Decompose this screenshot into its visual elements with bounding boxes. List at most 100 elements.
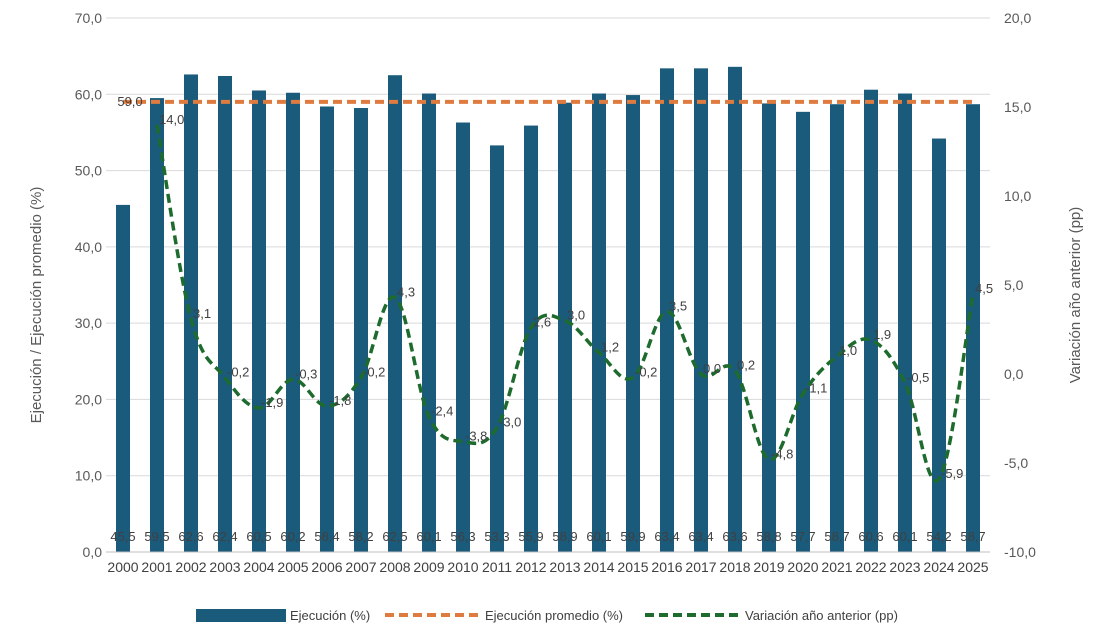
right-axis: -10,0 -5,0 0,0 5,0 10,0 15,0 20,0 xyxy=(1004,10,1036,560)
x-tick-label: 2019 xyxy=(753,559,784,575)
variation-point-label: -2,4 xyxy=(431,404,453,419)
average-line-label: 59,0 xyxy=(117,94,142,109)
bar-value-label: 60,6 xyxy=(858,529,883,544)
legend-label-variacion: Variación año anterior (pp) xyxy=(745,608,898,623)
variation-point-label: 3,1 xyxy=(193,306,211,321)
left-axis-title: Ejecución / Ejecución promedio (%) xyxy=(28,187,45,424)
bar-value-label: 58,9 xyxy=(552,529,577,544)
variation-point-label: 0,0 xyxy=(703,361,721,376)
bar xyxy=(864,89,878,553)
bar xyxy=(728,66,742,552)
bar-value-label: 60,1 xyxy=(586,529,611,544)
bar-value-label: 63,4 xyxy=(654,529,679,544)
bar-value-label: 58,7 xyxy=(960,529,985,544)
right-tick-label: 20,0 xyxy=(1004,10,1031,26)
bar xyxy=(252,90,266,552)
bar xyxy=(898,93,912,552)
variation-point-label: -5,9 xyxy=(941,466,963,481)
bar-value-label: 56,3 xyxy=(450,529,475,544)
variation-point-label: -0,2 xyxy=(227,365,249,380)
right-tick-label: 5,0 xyxy=(1004,277,1024,293)
variation-point-label: 1,2 xyxy=(601,340,619,355)
x-tick-label: 2005 xyxy=(277,559,308,575)
x-tick-label: 2022 xyxy=(855,559,886,575)
left-tick-label: 30,0 xyxy=(75,315,102,331)
average-line-series: 59,0 xyxy=(117,94,973,109)
x-tick-label: 2015 xyxy=(617,559,648,575)
legend: Ejecución (%) Ejecución promedio (%) Var… xyxy=(196,608,898,623)
variation-point-label: 2,6 xyxy=(533,315,551,330)
variation-point-label: -3,8 xyxy=(465,429,487,444)
variation-point-label: -0,2 xyxy=(635,365,657,380)
variation-point-label: -4,8 xyxy=(771,446,793,461)
left-axis: 0,0 10,0 20,0 30,0 40,0 50,0 60,0 70,0 xyxy=(75,10,102,560)
left-tick-label: 50,0 xyxy=(75,163,102,179)
x-tick-label: 2010 xyxy=(447,559,478,575)
variation-line xyxy=(155,124,975,483)
left-tick-label: 0,0 xyxy=(83,544,103,560)
variation-point-label: -0,5 xyxy=(907,370,929,385)
left-tick-label: 40,0 xyxy=(75,239,102,255)
variation-point-label: -1,8 xyxy=(329,393,351,408)
bar-series-ejecucion xyxy=(116,66,980,553)
bar-value-label: 60,2 xyxy=(280,529,305,544)
variation-point-label: 14,0 xyxy=(159,112,184,127)
bar-value-label: 62,5 xyxy=(382,529,407,544)
bar xyxy=(116,204,130,552)
legend-label-promedio: Ejecución promedio (%) xyxy=(485,608,623,623)
legend-label-ejecucion: Ejecución (%) xyxy=(290,608,370,623)
bar-value-label: 45,5 xyxy=(110,529,135,544)
bar-value-label: 60,1 xyxy=(416,529,441,544)
x-tick-label: 2017 xyxy=(685,559,716,575)
legend-swatch-ejecucion xyxy=(196,609,286,622)
bar xyxy=(218,75,232,552)
right-tick-label: 15,0 xyxy=(1004,99,1031,115)
x-axis: 2000 2001 2002 2003 2004 2005 2006 2007 2008 2009… xyxy=(106,551,990,575)
bar xyxy=(932,138,946,552)
variation-point-label: 0,2 xyxy=(737,357,755,372)
bar xyxy=(966,104,980,553)
x-tick-label: 2002 xyxy=(175,559,206,575)
variation-point-label: 3,0 xyxy=(567,308,585,323)
bar-value-label: 54,2 xyxy=(926,529,951,544)
variation-point-label: 3,5 xyxy=(669,299,687,314)
bar xyxy=(286,92,300,552)
x-tick-label: 2007 xyxy=(345,559,376,575)
right-tick-label: -10,0 xyxy=(1004,544,1036,560)
bar-value-label: 58,7 xyxy=(824,529,849,544)
left-tick-label: 70,0 xyxy=(75,10,102,26)
bar xyxy=(796,111,810,553)
bar xyxy=(150,98,164,552)
bar-value-label: 62,4 xyxy=(212,529,237,544)
x-tick-label: 2021 xyxy=(821,559,852,575)
left-tick-label: 10,0 xyxy=(75,468,102,484)
bar xyxy=(320,106,334,553)
x-tick-label: 2006 xyxy=(311,559,342,575)
right-tick-label: 10,0 xyxy=(1004,188,1031,204)
variation-point-label: 1,9 xyxy=(873,327,891,342)
bar xyxy=(694,68,708,552)
right-tick-label: 0,0 xyxy=(1004,366,1024,382)
x-tick-label: 2013 xyxy=(549,559,580,575)
bar-value-label: 63,6 xyxy=(722,529,747,544)
variation-point-label: 4,5 xyxy=(975,281,993,296)
bar xyxy=(354,108,368,552)
bar-data-labels: 45,5 59,5 62,6 62,4 60,5 60,2 58,4 58,2 62,5 60,1… xyxy=(110,529,985,544)
bar-value-label: 58,2 xyxy=(348,529,373,544)
bar-value-label: 60,5 xyxy=(246,529,271,544)
bar-value-label: 59,9 xyxy=(620,529,645,544)
gridlines xyxy=(106,17,990,553)
variation-point-label: -1,9 xyxy=(261,395,283,410)
bar xyxy=(184,74,198,553)
x-tick-label: 2011 xyxy=(482,559,512,575)
bar xyxy=(626,95,640,552)
bar xyxy=(422,93,436,552)
bar-value-label: 55,9 xyxy=(518,529,543,544)
x-tick-label: 2001 xyxy=(141,559,172,575)
bar xyxy=(558,102,572,553)
bar xyxy=(456,122,470,553)
bar xyxy=(660,68,674,552)
variation-point-label: -0,3 xyxy=(295,366,317,381)
bar xyxy=(388,75,402,552)
left-tick-label: 60,0 xyxy=(75,86,102,102)
